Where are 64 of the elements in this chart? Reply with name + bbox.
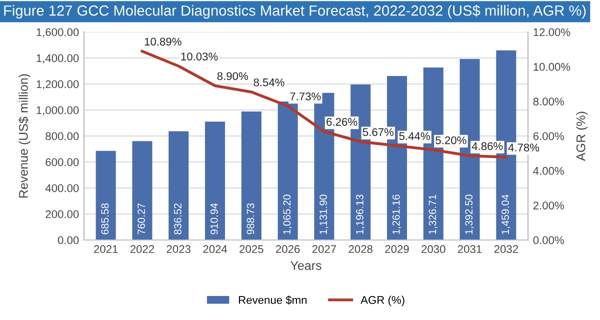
y2-tick-label: 6.00%	[533, 132, 564, 140]
data-label: 10.89%	[144, 38, 182, 46]
bar	[278, 102, 298, 240]
data-label: 1,392.50	[465, 194, 474, 234]
data-label: 7.73%	[290, 92, 321, 100]
y-tick-label: 0.00	[58, 236, 79, 244]
data-label: 1,459.04	[502, 194, 510, 234]
data-label: 8.90%	[217, 72, 248, 80]
y-tick-label: 400.00	[45, 184, 79, 192]
y2-tick-label: 12.00%	[534, 28, 570, 36]
y2-tick-label: 8.00%	[533, 98, 564, 106]
x-tick-label: 2030	[422, 245, 446, 254]
data-label: 1,261.16	[392, 194, 402, 234]
x-tick-label: 2026	[276, 245, 300, 254]
x-tick-label: 2024	[203, 245, 228, 254]
data-label: 5.44%	[399, 132, 430, 140]
data-label: 685.58	[101, 203, 109, 234]
data-label: 4.78%	[508, 144, 540, 152]
x-tick-label: 2027	[312, 245, 336, 254]
y2-axis-title: AGR (%)	[576, 112, 588, 161]
bar	[96, 150, 116, 240]
y2-tick-label: 2.00%	[533, 202, 564, 210]
y-tick-label: 200.00	[46, 210, 79, 218]
data-label: 1,326.71	[428, 194, 438, 234]
x-tick-label: 2021	[94, 245, 118, 254]
x-tick-label: 2022	[130, 245, 154, 254]
bar	[168, 131, 189, 240]
x-tick-label: 2029	[385, 245, 409, 254]
data-label: 5.20%	[436, 136, 466, 144]
data-label: 6.26%	[326, 118, 358, 126]
chart-title: Figure 127 GCC Molecular Diagnostics Market Forecast, 2022-2032 (US$ million, AGR %)	[4, 4, 586, 19]
data-label: 1,065.20	[283, 194, 292, 234]
data-label: 910.94	[210, 203, 218, 234]
data-label: 4.86%	[472, 142, 503, 150]
y-tick-label: 1,400.00	[36, 54, 79, 64]
y-tick-label: 600.00	[46, 158, 79, 166]
data-label: 8.54%	[254, 78, 284, 86]
data-label: 1,196.13	[356, 194, 365, 234]
data-label: 988.73	[246, 203, 254, 234]
y-axis-title: Revenue (US$ million)	[18, 74, 30, 198]
data-label: 1,131.90	[320, 194, 328, 234]
legend-label: AGR (%)	[360, 296, 404, 306]
bar	[205, 122, 226, 240]
x-tick-label: 2032	[494, 245, 518, 254]
x-axis-title: Years	[290, 261, 322, 270]
x-tick-label: 2025	[240, 245, 264, 254]
data-label: 836.52	[174, 203, 182, 234]
y2-tick-label: 4.00%	[533, 166, 564, 175]
y2-tick-label: 0.00%	[533, 236, 564, 244]
y2-tick-label: 10.00%	[534, 62, 570, 71]
x-tick-label: 2028	[348, 245, 372, 254]
y-tick-label: 1,600.00	[36, 28, 79, 38]
y-tick-label: 1,200.00	[36, 80, 79, 90]
x-tick-label: 2031	[458, 245, 482, 254]
bar	[132, 141, 152, 240]
legend-label: Revenue $mn	[238, 296, 307, 305]
data-label: 5.67%	[362, 128, 394, 136]
y-tick-label: 1,000.00	[36, 106, 79, 116]
y-tick-label: 800.00	[46, 132, 79, 140]
x-tick-label: 2023	[166, 245, 190, 254]
bar	[241, 111, 262, 240]
data-label: 760.27	[138, 203, 146, 234]
line-series	[140, 50, 508, 159]
data-label: 10.03%	[181, 52, 218, 60]
